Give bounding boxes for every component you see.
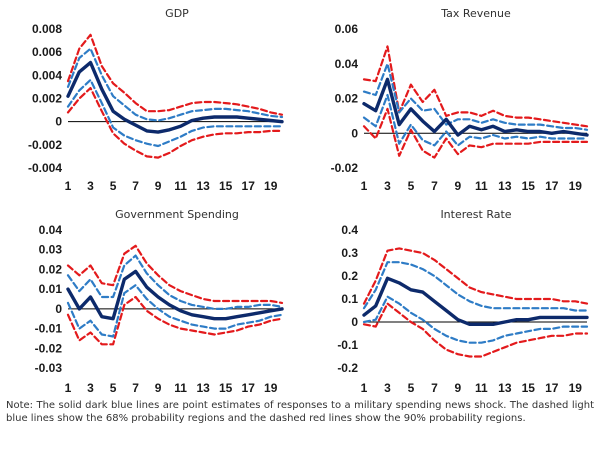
series-68-band-lower <box>66 78 284 148</box>
x-tick-label: 5 <box>408 179 415 193</box>
x-tick-label: 11 <box>475 179 488 193</box>
x-tick-label: 19 <box>569 179 583 193</box>
series-90-band-lower <box>362 302 589 358</box>
y-tick-label: 0 <box>351 126 358 140</box>
y-tick-label: 0.1 <box>341 292 358 306</box>
x-tick-label: 5 <box>110 381 117 395</box>
y-tick-label: 0.04 <box>335 57 359 71</box>
series-point-estimate <box>66 60 284 134</box>
series-90-band-upper <box>66 33 284 116</box>
x-tick-label: 19 <box>569 381 583 395</box>
y-tick-label: -0.03 <box>35 361 63 375</box>
x-tick-label: 15 <box>522 179 536 193</box>
x-tick-label: 19 <box>264 179 278 193</box>
series-68-band-lower <box>66 284 284 338</box>
y-tick-label: 0 <box>55 302 62 316</box>
x-tick-label: 1 <box>361 381 368 395</box>
x-tick-label: 7 <box>132 179 139 193</box>
series-68-band-lower <box>362 295 589 344</box>
y-tick-label: -0.02 <box>35 341 63 355</box>
x-tick-label: 1 <box>361 179 368 193</box>
series-point-estimate <box>362 77 589 137</box>
x-tick-label: 11 <box>174 381 187 395</box>
y-tick-label: 0.02 <box>335 92 359 106</box>
x-tick-label: 5 <box>110 179 117 193</box>
x-tick-label: 17 <box>545 179 559 193</box>
x-tick-label: 7 <box>431 381 438 395</box>
x-tick-label: 7 <box>132 381 139 395</box>
x-tick-label: 3 <box>87 381 94 395</box>
y-tick-label: 0 <box>55 115 62 129</box>
series-90-band-upper <box>362 45 589 128</box>
x-tick-label: 9 <box>155 381 162 395</box>
series-68-band-upper <box>66 254 284 310</box>
x-tick-label: 13 <box>498 381 512 395</box>
y-tick-label: -0.1 <box>337 338 358 352</box>
y-tick-label: 0.03 <box>39 243 63 257</box>
x-tick-label: 17 <box>242 381 256 395</box>
y-tick-label: -0.002 <box>28 138 62 152</box>
y-tick-label: 0 <box>351 315 358 329</box>
series-68-band-upper <box>362 62 589 131</box>
y-tick-label: 0.2 <box>341 269 358 283</box>
series-point-estimate <box>362 276 589 326</box>
x-tick-label: 3 <box>384 179 391 193</box>
x-tick-label: 19 <box>264 381 278 395</box>
panel-title: Tax Revenue <box>440 7 511 20</box>
series-90-band-upper <box>66 244 284 304</box>
panel-title: Interest Rate <box>440 208 511 221</box>
x-tick-label: 1 <box>65 179 72 193</box>
panel-title: GDP <box>165 7 189 20</box>
figure-note: Note: The solid dark blue lines are poin… <box>6 400 594 424</box>
x-tick-label: 13 <box>196 381 210 395</box>
y-tick-label: -0.2 <box>337 361 358 375</box>
series-68-band-lower <box>362 93 589 147</box>
x-tick-label: 9 <box>455 381 462 395</box>
y-tick-label: -0.01 <box>35 322 63 336</box>
x-tick-label: 9 <box>155 179 162 193</box>
series-68-band-upper <box>66 47 284 122</box>
x-tick-label: 11 <box>174 179 187 193</box>
y-tick-label: 0.3 <box>341 246 358 260</box>
y-tick-label: 0.01 <box>39 282 63 296</box>
y-tick-label: 0.006 <box>32 45 62 59</box>
x-tick-label: 13 <box>498 179 512 193</box>
series-point-estimate <box>66 269 284 321</box>
x-tick-label: 15 <box>219 381 233 395</box>
x-tick-label: 3 <box>384 381 391 395</box>
x-tick-label: 15 <box>219 179 233 193</box>
y-tick-label: 0.04 <box>39 223 63 237</box>
y-tick-label: -0.02 <box>331 161 359 175</box>
series-90-band-lower <box>66 86 284 159</box>
series-68-band-upper <box>362 261 589 312</box>
x-tick-label: 1 <box>65 381 72 395</box>
x-tick-label: 15 <box>522 381 536 395</box>
y-tick-label: 0.4 <box>341 223 358 237</box>
y-tick-label: 0.008 <box>32 22 62 36</box>
x-tick-label: 11 <box>475 381 488 395</box>
x-tick-label: 13 <box>196 179 210 193</box>
series-90-band-lower <box>362 107 589 159</box>
x-tick-label: 9 <box>455 179 462 193</box>
panel-government-spending: Government Spending -0.03 -0.02 -0.01 0 0.01 0… <box>35 208 284 395</box>
x-tick-label: 7 <box>431 179 438 193</box>
y-tick-label: 0.02 <box>39 262 63 276</box>
series-90-band-upper <box>362 247 589 305</box>
x-tick-label: 17 <box>545 381 559 395</box>
y-tick-label: -0.004 <box>28 161 62 175</box>
y-tick-label: 0.004 <box>32 68 62 82</box>
x-tick-label: 5 <box>408 381 415 395</box>
x-tick-label: 3 <box>87 179 94 193</box>
series-90-band-lower <box>66 295 284 346</box>
panel-interest-rate: Interest Rate-0.2-0.100.10.20.30.41 3 5 7 9 1… <box>337 208 589 395</box>
x-tick-label: 17 <box>242 179 256 193</box>
y-tick-label: 0.002 <box>32 92 62 106</box>
panel-title: Government Spending <box>115 208 239 221</box>
y-tick-label: 0.06 <box>335 22 359 36</box>
